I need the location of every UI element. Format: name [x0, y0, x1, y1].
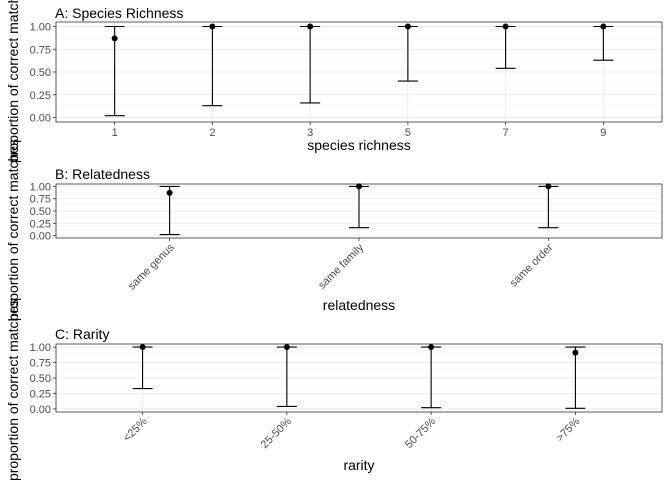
- data-point: [356, 183, 362, 190]
- errorbar: [593, 23, 614, 61]
- y-tick-label: 0.25: [30, 218, 51, 230]
- y-tick-label: 0.00: [30, 404, 51, 416]
- panel-title: A: Species Richness: [55, 5, 183, 21]
- data-point: [502, 23, 509, 30]
- y-tick-label: 1.00: [30, 181, 51, 193]
- data-point: [428, 344, 435, 351]
- data-point: [139, 344, 146, 351]
- y-axis-label: proportion of correct matches: [5, 139, 21, 321]
- errorbar: [300, 23, 321, 104]
- panel-title: C: Rarity: [55, 326, 109, 342]
- y-tick-label: 0.50: [30, 206, 51, 218]
- y-tick-label: 0.50: [30, 67, 51, 79]
- errorbar: [132, 344, 153, 390]
- y-tick-label: 0.75: [30, 358, 51, 370]
- x-tick-label: <25%: [121, 415, 150, 444]
- errorbar: [349, 183, 369, 229]
- y-tick-label: 0.25: [30, 388, 51, 400]
- x-tick-label: 9: [600, 127, 606, 139]
- x-axis-label: rarity: [343, 457, 374, 473]
- panel-title: B: Relatedness: [55, 166, 150, 182]
- x-axis-label: species richness: [307, 137, 411, 153]
- data-point: [307, 23, 314, 30]
- data-point: [404, 23, 411, 30]
- data-point: [166, 189, 173, 196]
- errorbar: [538, 183, 559, 229]
- x-axis-label: relatedness: [323, 297, 395, 313]
- x-tick-label: 3: [307, 127, 313, 139]
- y-tick-label: 0.75: [30, 44, 51, 56]
- x-tick-label: same order: [508, 241, 556, 289]
- errorbar: [202, 23, 223, 107]
- y-tick-label: 0.50: [30, 373, 51, 385]
- x-tick-label: 50-75%: [403, 415, 438, 450]
- y-axis-label: proportion of correct matches: [5, 299, 21, 480]
- data-point: [600, 23, 607, 30]
- y-tick-label: 0.75: [30, 194, 51, 206]
- x-tick-label: 2: [209, 127, 215, 139]
- y-axis-label: proportion of correct matches: [5, 0, 21, 163]
- errorbar: [104, 25, 125, 117]
- x-tick-label: 25-50%: [259, 415, 294, 450]
- y-tick-label: 1.00: [30, 22, 51, 34]
- errorbar: [276, 344, 297, 408]
- y-tick-label: 0.25: [30, 90, 51, 102]
- errorbar: [565, 346, 586, 409]
- data-point: [209, 23, 216, 30]
- x-tick-label: 7: [503, 127, 509, 139]
- x-tick-label: >75%: [554, 415, 583, 444]
- data-point: [572, 349, 579, 356]
- data-point: [545, 183, 552, 190]
- y-tick-label: 0.00: [30, 113, 51, 125]
- x-tick-label: 1: [112, 127, 118, 139]
- errorbar: [421, 344, 442, 409]
- data-point: [283, 344, 290, 351]
- x-tick-label: same family: [316, 241, 366, 291]
- data-point: [111, 35, 118, 42]
- y-tick-label: 1.00: [30, 342, 51, 354]
- y-tick-label: 0.00: [30, 231, 51, 243]
- errorbar: [159, 185, 180, 236]
- errorbar: [397, 23, 418, 82]
- x-tick-label: 5: [405, 127, 411, 139]
- x-tick-label: same genus: [126, 241, 177, 292]
- errorbar: [495, 23, 516, 69]
